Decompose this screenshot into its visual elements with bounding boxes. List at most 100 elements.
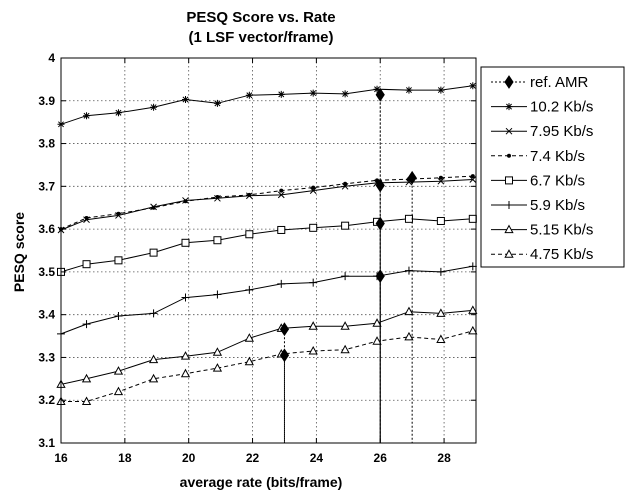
legend-entry: 7.95 Kb/s [491,123,593,140]
legend-label: 5.9 Kb/s [530,197,585,214]
legend-marker [505,201,513,209]
legend-entry: 5.15 Kb/s [491,222,593,239]
series-point [82,320,91,329]
series-point [212,363,223,372]
series-point [308,321,318,330]
x-tick-label: 20 [182,451,196,465]
series-point [149,248,158,257]
y-tick-label: 3.7 [38,179,55,193]
series-point [469,82,477,90]
chart-title: PESQ Score vs. Rate [186,9,335,26]
series-point [149,309,158,318]
series-line [60,85,473,125]
legend-label: ref. AMR [530,74,589,91]
series-point [245,230,254,239]
series-point [279,188,284,193]
series-point [438,175,443,180]
legend-label: 6.7 Kb/s [530,172,585,189]
y-tick-label: 3.6 [38,222,55,236]
series-point [81,373,92,383]
legend-entry: ref. AMR [491,74,589,91]
plot-area-frame [60,57,477,444]
series-point [468,262,477,271]
legend-marker [504,249,514,258]
grid-lines [61,58,476,443]
ref-amr-point [279,348,290,363]
legend-label: 7.4 Kb/s [530,148,585,165]
series-point [244,356,254,366]
legend-label: 5.15 Kb/s [530,222,593,239]
series-point [180,368,191,378]
reference-layer [279,87,417,443]
series-point [311,185,316,190]
y-axis-label: PESQ score [11,212,27,292]
series-6-7-kb-s [57,214,477,276]
series-point [372,318,382,327]
series-point [245,91,253,99]
y-tick-label: 3.4 [38,308,55,322]
series-layer [56,82,478,406]
ref-amr-point [407,170,417,185]
series-point [308,345,318,355]
legend-entry: 4.75 Kb/s [491,246,593,263]
series-point [437,177,445,185]
series-5-15-kb-s [56,305,478,388]
series-point [213,99,221,107]
series-point [84,215,89,220]
series-point [245,285,254,294]
series-point [436,267,445,276]
y-tick-label: 3.8 [38,137,55,151]
series-point [340,321,350,330]
series-4-75-kb-s [56,325,478,406]
legend-box [480,66,625,268]
legend-label: 7.95 Kb/s [530,123,593,140]
y-tick-label: 4 [48,51,55,65]
x-tick-label: 22 [246,451,260,465]
axis-ticks: 16 18 20 22 24 26 28 3.1 3.2 3.3 3.4 3.5 3.6 3.7 3.8 3.… [38,51,476,465]
legend-marker [505,176,513,185]
legend-marker [504,224,514,234]
series-point [341,221,350,230]
series-line [60,265,473,335]
y-tick-label: 3.2 [38,393,55,407]
series-5-9-kb-s [57,262,477,338]
series-point [372,336,382,345]
x-axis-label: average rate (bits/frame) [180,474,343,490]
series-point [244,333,254,342]
series-point [373,85,381,93]
series-point [437,86,445,94]
series-point [148,373,159,383]
series-line [61,330,473,402]
x-tick-label: 28 [437,451,451,465]
series-10-2-kb-s [57,82,477,128]
series-point [341,272,350,281]
legend-marker [505,103,513,111]
series-point [181,293,190,302]
y-tick-label: 3.9 [38,94,55,108]
legend-label: 4.75 Kb/s [530,246,593,263]
y-tick-label: 3.1 [38,436,55,450]
series-point [404,214,413,223]
series-line [60,218,473,273]
series-point [404,306,414,316]
series-point [404,266,413,275]
series-point [468,325,478,335]
x-tick-label: 26 [374,451,388,465]
series-point [309,187,317,194]
series-point [277,90,285,98]
series-line [60,175,473,230]
x-tick-label: 18 [118,451,132,465]
series-point [114,256,123,265]
series-point [309,89,317,97]
series-point [215,195,220,200]
series-point [341,182,349,190]
series-point [343,181,348,186]
series-point [113,366,124,375]
series-point [375,178,380,183]
series-point [468,214,477,223]
series-point [82,260,91,269]
legend-entry: 7.4 Kb/s [491,148,585,165]
series-line [60,309,473,385]
ref-amr-point [375,216,385,231]
series-point [81,396,92,406]
